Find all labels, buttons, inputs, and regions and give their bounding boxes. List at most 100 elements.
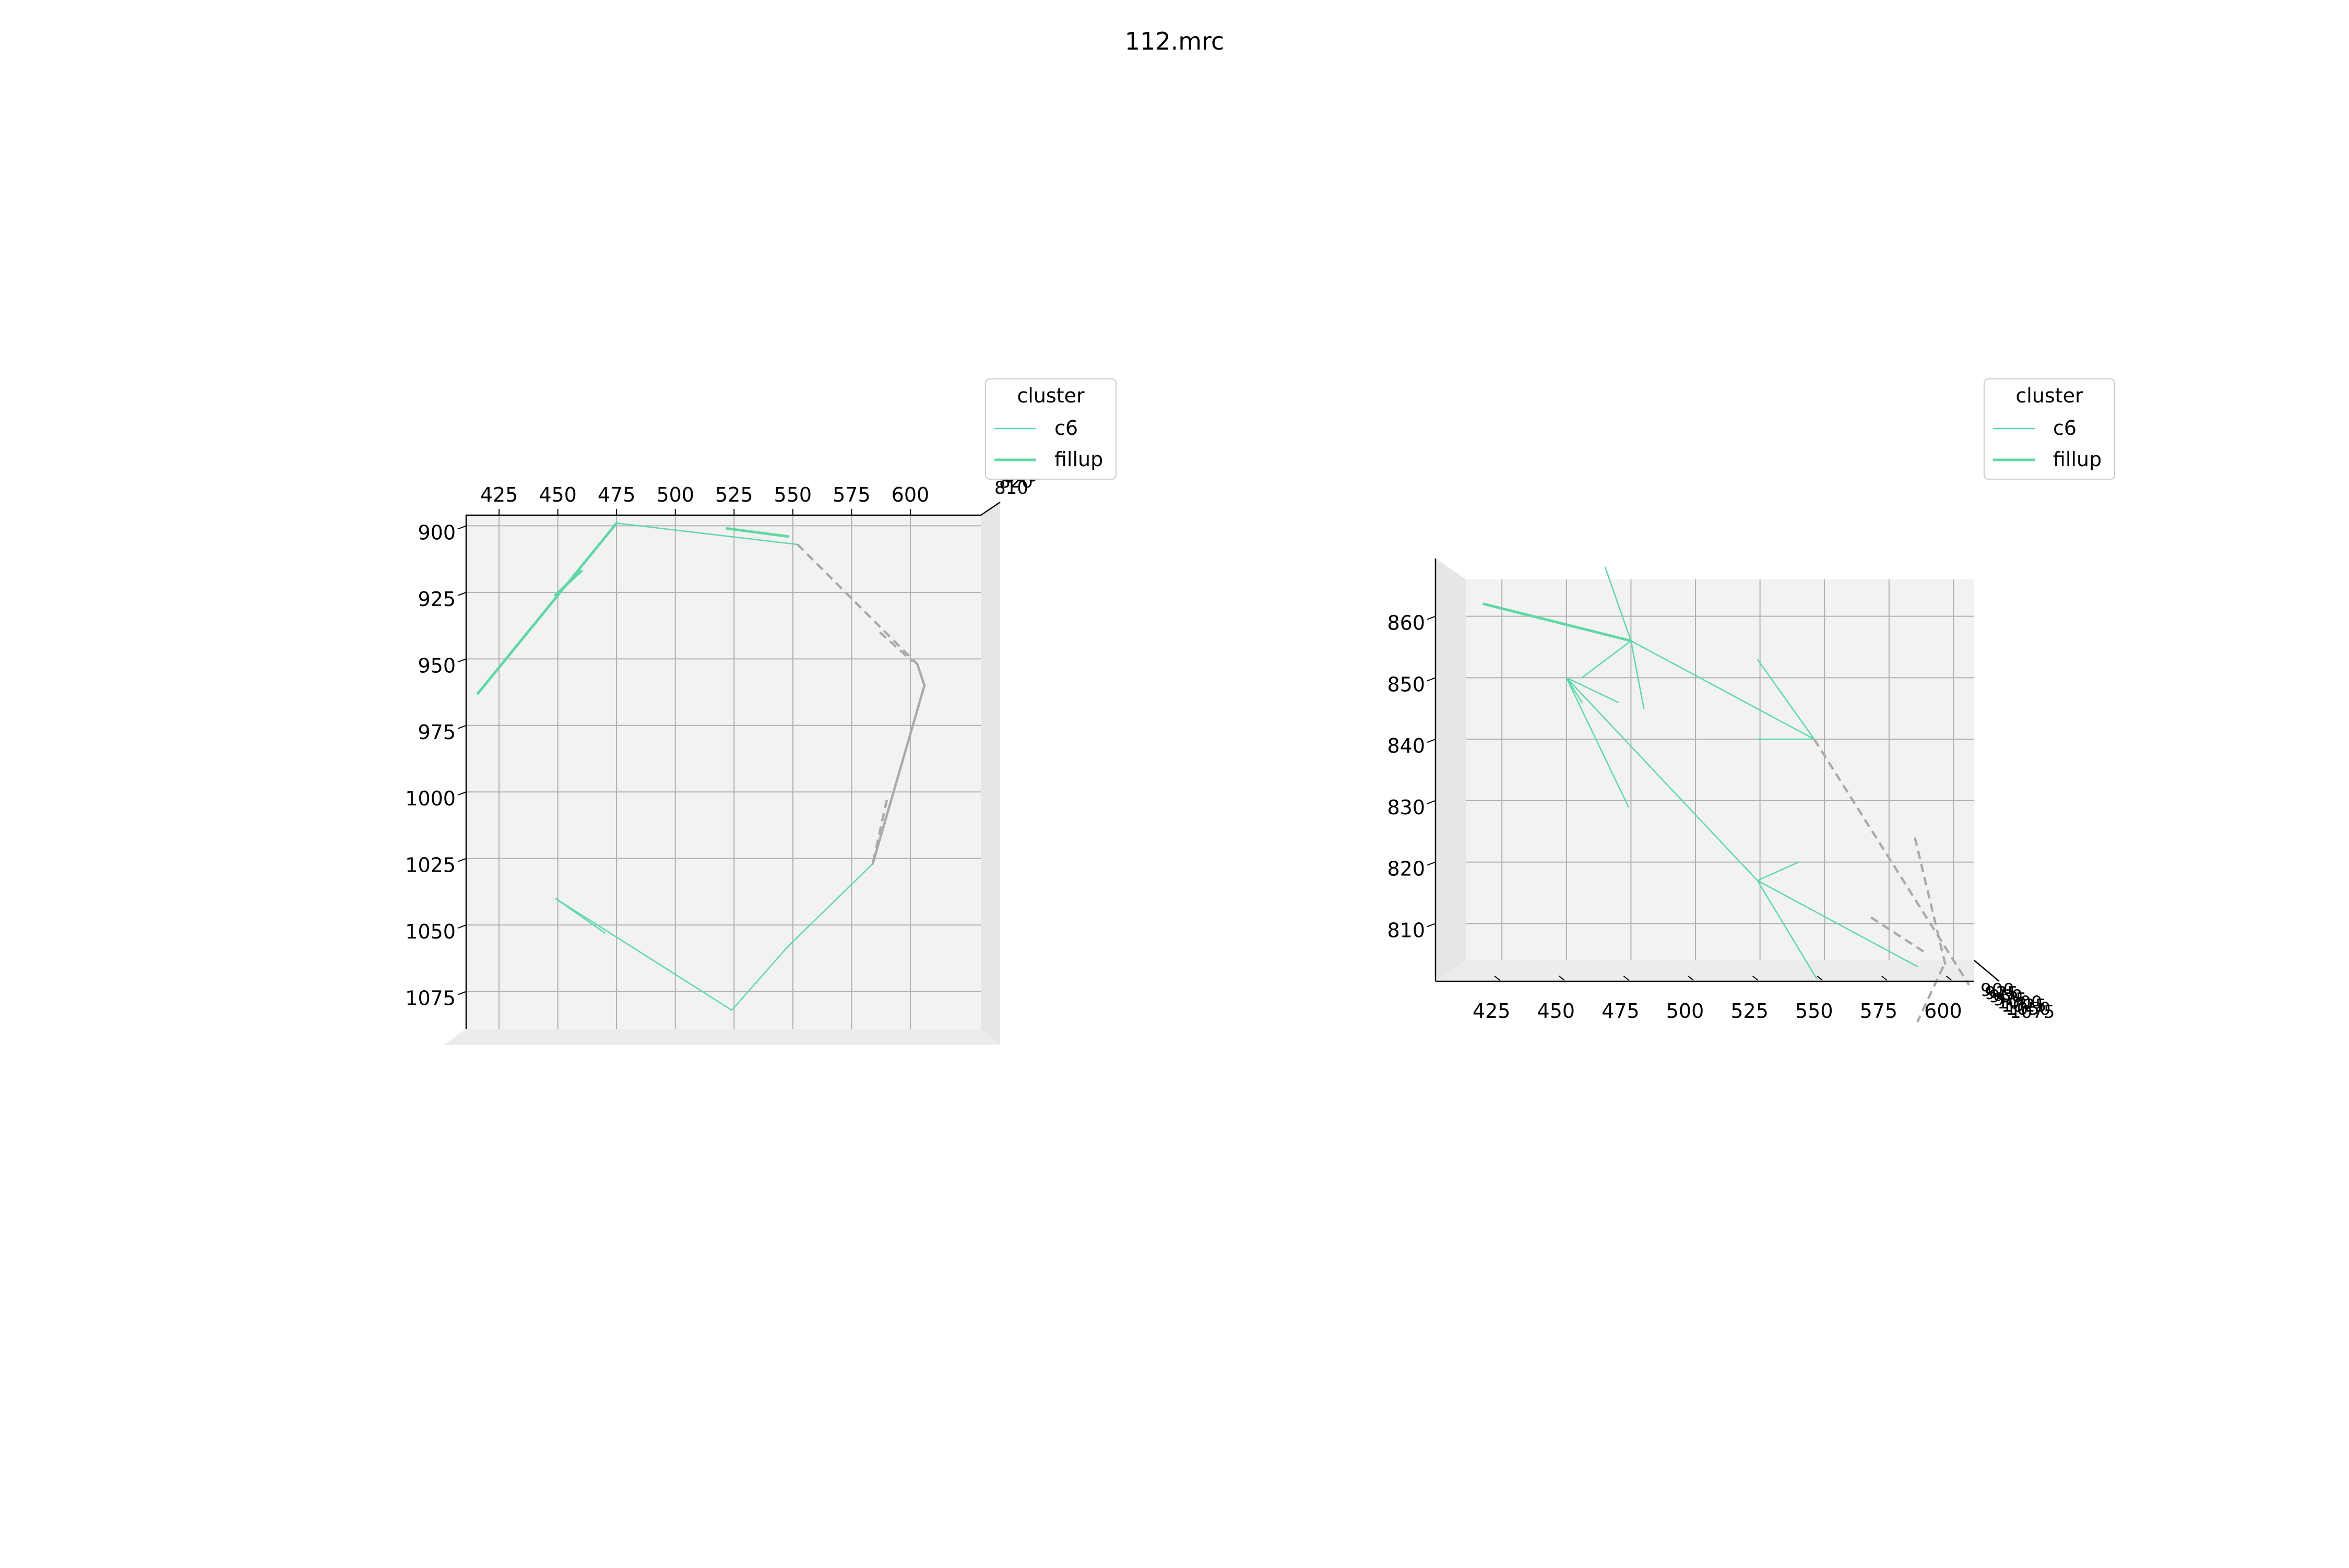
x-tick-label: 575 (1860, 1000, 1898, 1023)
y-tick-label: 820 (1387, 858, 1425, 881)
series-segment (1565, 677, 1619, 703)
legend-label-c6: c6 (2053, 417, 2077, 439)
subplot-left: 425 450 475 500 525 550 575 600 900 925 950 975 100… (405, 446, 1054, 1045)
x-tick-mark (1688, 976, 1694, 981)
series-c6 (1565, 566, 1918, 980)
legend-label-c6: c6 (1054, 417, 1078, 439)
y-tick-mark (457, 658, 467, 663)
series-segment (1565, 677, 1583, 703)
series-segment (1604, 566, 1632, 642)
series-segment (731, 945, 789, 1011)
x-tick-label: 500 (1666, 1000, 1704, 1023)
y-tick-label: 1025 (405, 854, 456, 877)
series-dashed-connector (1813, 738, 1971, 1023)
series-segment (477, 521, 618, 695)
y-tick-label: 925 (418, 588, 456, 611)
subplot-right: 425 450 475 500 525 550 575 600 810 820 830 840 850… (1387, 559, 2055, 1023)
series-c6 (554, 522, 874, 1011)
x-tick-label: 475 (1601, 1000, 1640, 1023)
series-segment (1870, 916, 1929, 956)
data-series (477, 521, 926, 1011)
x-tick-mark (1559, 976, 1565, 981)
y-tick-mark (1427, 615, 1436, 620)
series-segment (1482, 602, 1632, 643)
y-axis-line (1974, 960, 2000, 982)
x-tick-label: 475 (598, 483, 636, 506)
y-tick-label: 925 (1985, 983, 2019, 1004)
x-tick-label: 600 (892, 483, 930, 506)
x-tick-label: 550 (774, 483, 812, 506)
y-tick-label: 810 (1387, 919, 1425, 942)
y-tick-mark (1427, 677, 1436, 682)
z-axis-line (980, 501, 1001, 516)
series-segment (554, 897, 733, 1011)
x-tick-label: 450 (539, 483, 577, 506)
x-tick-mark (1817, 976, 1823, 981)
y-tick-label: 1000 (1997, 992, 2043, 1013)
x-tick-label: 575 (833, 483, 871, 506)
y-tick-label: 1075 (2010, 1002, 2055, 1023)
pane-bottom (444, 1029, 1000, 1045)
series-segment (797, 543, 919, 666)
legend-label-fillup: fillup (1054, 448, 1103, 471)
series-segment (554, 897, 606, 934)
z-ticks: 810 820 830 840 850 860 (1387, 612, 1436, 942)
y-tick-mark (457, 791, 467, 796)
pane-back (466, 515, 981, 1029)
y-tick-label: 850 (1387, 673, 1425, 696)
x-tick-label: 525 (715, 483, 753, 506)
pane-left (1436, 559, 1466, 981)
x-tick-label: 550 (1795, 1000, 1833, 1023)
legend-frame (985, 378, 1117, 480)
x-tick-mark (1623, 976, 1630, 981)
series-solid-connector (871, 663, 926, 865)
series-segment (879, 631, 914, 663)
gridlines (1466, 579, 1974, 960)
y-tick-label: 1075 (405, 987, 456, 1010)
y-tick-label: 840 (1387, 734, 1425, 757)
x-tick-mark (1881, 976, 1888, 981)
x-tick-label: 525 (1730, 1000, 1769, 1023)
y-tick-label: 860 (1387, 612, 1425, 635)
legend-label-fillup: fillup (2053, 448, 2102, 471)
y-tick-label: 900 (1980, 980, 2014, 1001)
x-tick-label: 500 (656, 483, 694, 506)
x-tick-label: 600 (1924, 1000, 1962, 1023)
y-tick-label: 950 (418, 654, 456, 677)
pane-back (1466, 579, 1974, 960)
series-segment (871, 684, 926, 865)
y-tick-label: 1050 (2006, 999, 2051, 1019)
series-segment (916, 663, 926, 687)
series-segment (787, 863, 874, 947)
x-tick-label: 450 (1537, 1000, 1575, 1023)
y-tick-mark (457, 525, 467, 530)
x-ticks: 425 450 475 500 525 550 575 600 (1473, 976, 1962, 1023)
y-tick-label: 975 (1993, 989, 2027, 1010)
y-tick-label: 1025 (2001, 995, 2047, 1016)
y-tick-mark (457, 591, 467, 596)
series-segment (1813, 738, 1971, 986)
gridlines (466, 515, 981, 1029)
y-tick-mark (457, 991, 467, 995)
x-tick-label: 425 (1473, 1000, 1511, 1023)
y-tick-mark (1427, 861, 1436, 866)
legend-frame (1984, 378, 2115, 480)
series-segment (1581, 640, 1632, 679)
y-tick-label: 900 (418, 521, 456, 544)
y-tick-mark (1427, 739, 1436, 743)
data-series (1482, 566, 1971, 1023)
y-ticks: 900 925 950 975 1000 1025 1050 1075 (405, 521, 467, 1010)
y-tick-label: 1000 (405, 787, 456, 810)
series-fillup (1482, 602, 1632, 643)
series-segment (554, 569, 583, 597)
legend-right: cluster c6 fillup (1984, 378, 2115, 480)
series-segment (1630, 640, 1645, 709)
series-fillup (477, 521, 790, 695)
series-segment (1565, 677, 1758, 882)
legend-title: cluster (1017, 384, 1085, 407)
series-segment (726, 527, 790, 538)
z-tick-label: 810 (994, 478, 1028, 498)
series-segment (1914, 837, 1947, 967)
